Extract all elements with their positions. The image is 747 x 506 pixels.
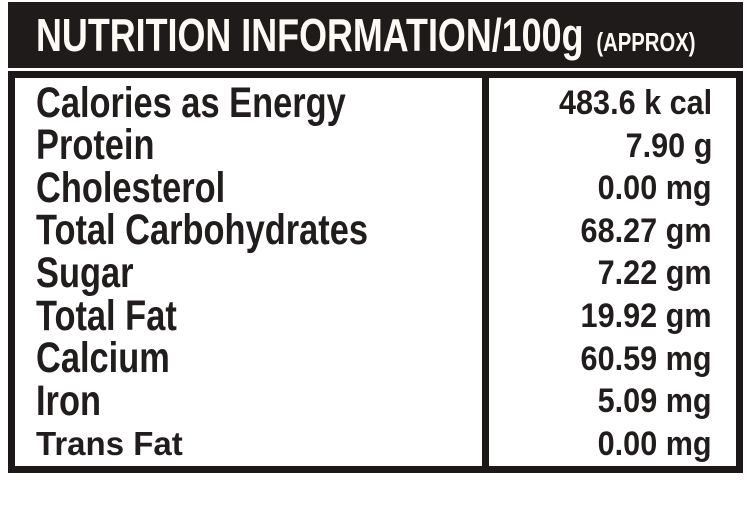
nutrient-row-total-fat-value: 19.92 gm [489,295,736,338]
nutrient-row-calories-value: 483.6 k cal [489,82,736,125]
nutrient-row-trans-fat-value: 0.00 mg [489,422,736,465]
nutrient-label-trans-fat: Trans Fat [36,425,183,463]
approx-note: (APPROX) [596,27,696,57]
nutrient-row-carbohydrates: Total Carbohydrates [15,206,489,255]
nutrition-table-body: Calories as Energy 483.6 k cal Protein 7… [15,78,736,466]
column-divider [482,78,489,466]
nutrient-row-total-fat: Total Fat [15,291,489,340]
nutrient-label-iron: Iron [36,376,101,425]
nutrient-row-calories: Calories as Energy [15,78,489,127]
nutrient-label-total-fat: Total Fat [36,291,177,340]
page-title: NUTRITION INFORMATION/100g [36,9,584,61]
nutrition-table: Calories as Energy 483.6 k cal Protein 7… [8,71,743,473]
nutrient-value-calories: 483.6 k cal [558,84,712,123]
nutrient-label-sugar: Sugar [36,248,134,297]
nutrient-row-sugar-value: 7.22 gm [489,252,736,295]
nutrient-label-carbohydrates: Total Carbohydrates [36,206,368,255]
nutrient-value-cholesterol: 0.00 mg [598,169,712,208]
nutrient-row-calcium-value: 60.59 mg [489,337,736,380]
nutrient-row-cholesterol-value: 0.00 mg [489,167,736,210]
nutrient-label-protein: Protein [36,121,155,170]
nutrient-value-total-fat: 19.92 gm [581,297,712,335]
nutrient-row-iron-value: 5.09 mg [489,380,736,423]
header-bar: NUTRITION INFORMATION/100g (APPROX) [8,2,743,68]
nutrient-value-carbohydrates: 68.27 gm [581,211,712,250]
nutrient-label-cholesterol: Cholesterol [36,163,226,212]
nutrient-row-protein: Protein [15,121,489,170]
nutrient-value-iron: 5.09 mg [598,382,712,421]
nutrient-value-protein: 7.90 g [625,126,712,165]
nutrient-row-calcium: Calcium [15,337,489,380]
nutrient-row-trans-fat: Trans Fat [15,422,489,465]
nutrient-row-protein-value: 7.90 g [489,125,736,168]
nutrient-row-cholesterol: Cholesterol [15,163,489,212]
nutrient-label-calcium: Calcium [36,334,170,383]
header-text: NUTRITION INFORMATION/100g (APPROX) [36,12,696,58]
nutrient-row-sugar: Sugar [15,248,489,297]
nutrient-value-trans-fat: 0.00 mg [598,424,712,463]
nutrient-value-calcium: 60.59 mg [581,339,712,378]
nutrient-label-calories: Calories as Energy [36,78,346,127]
nutrient-row-iron: Iron [15,376,489,425]
nutrient-value-sugar: 7.22 gm [598,254,712,293]
nutrient-row-carbohydrates-value: 68.27 gm [489,210,736,253]
